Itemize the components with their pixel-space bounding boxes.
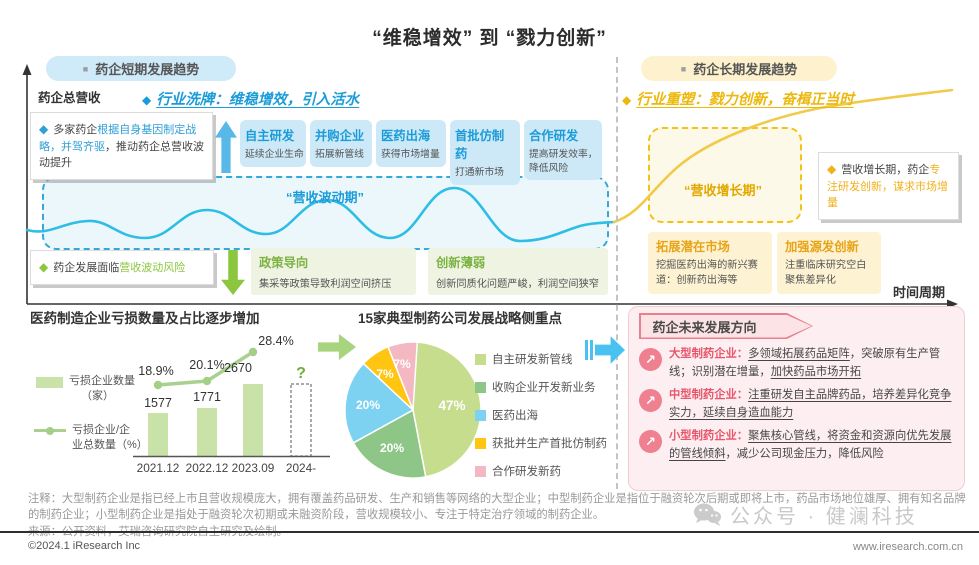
revenue-growth-zone [648,127,802,223]
svg-text:1771: 1771 [193,390,221,404]
website: www.iresearch.com.cn [852,541,963,553]
svg-text:20.1%: 20.1% [189,358,224,372]
growth-zone-label: “营收增长期” [683,183,762,198]
wechat-icon [694,503,721,526]
strategy-pie-chart: 47% 20% 20% 7% 7% [344,341,482,479]
watermark: 公众号 · 健澜科技 [692,500,918,529]
pie-chart-title: 15家典型制药公司发展战略侧重点 [358,311,563,326]
svg-text:47%: 47% [438,398,465,413]
long-term-badge: ■ 药企长期发展趋势 [641,56,837,81]
wave-zone-label: “营收波动期” [285,190,364,205]
pie-legend-item: 收购企业开发新业务 [475,379,607,395]
svg-text:2024-: 2024- [286,461,316,475]
launch-arrow-icon: ↗ [639,430,662,453]
strategy-box: 合作研发 提高研发效率，降低风险 [524,120,602,181]
driver-note-card: ◆ 多家药企根据自身基因制定战略，并驾齐驱，推动药企总营收波动提升 [30,112,213,180]
strategy-box: 并购企业 拓展新管线 [310,120,372,167]
strategy-box: 医药出海 获得市场增量 [376,120,446,167]
diamond-icon: ◆ [142,93,152,107]
note-line: 注释：大型制药企业是指已经上市且营收规模庞大，拥有覆盖药品研发、生产和销售等网络… [28,493,966,522]
svg-text:18.9%: 18.9% [138,364,173,378]
future-item-mid-pharma: ↗ 中型制药企业：注重研发自主品牌药品，培养差异化竞争实力，延续自身造血能力 [637,384,956,425]
growth-note-card: ◆ 营收增长期，药企专注研发创新，谋求市场增量 [818,152,959,220]
svg-text:7%: 7% [376,367,394,381]
square-bullet-icon: ■ [82,63,89,74]
y-axis-label: 药企总营收 [38,91,101,105]
launch-arrow-icon: ↗ [639,389,662,412]
square-bullet-icon: ■ [680,63,687,74]
long-term-badge-label: 药企长期发展趋势 [693,62,798,77]
blue-right-arrow-icon [585,335,625,365]
legend-swatch-icon [475,409,486,421]
pie-legend-item: 获批并生产首批仿制药 [475,435,607,451]
loss-bar-chart: 18.9% 20.1% 28.4% 1577 1771 2670 ? 2021.… [133,334,330,475]
svg-text:2021.12: 2021.12 [137,461,180,475]
action-box: 加强源发创新 注重临床研究空白 聚焦差异化 [777,232,881,294]
launch-arrow-icon: ↗ [639,348,662,371]
legend-swatch-icon [475,465,486,477]
svg-text:2670: 2670 [224,361,252,375]
pie-legend-item: 医药出海 [475,407,607,423]
section-divider [616,57,618,489]
copyright: ©2024.1 iResearch Inc [28,540,141,552]
future-item-large-pharma: ↗ 大型制药企业：多领域拓展药品矩阵，突破原有生产管线；识别潜在增量，加快药品市… [637,343,956,384]
action-box: 拓展潜在市场 挖掘医药出海的新兴赛道：创新药出海等 [648,232,772,294]
legend-bar-series: 亏损企业数量 （家） [36,374,135,404]
footer-rule [0,531,979,533]
bars-group [148,347,312,457]
legend-swatch-icon [475,353,486,365]
diamond-icon: ◆ [622,93,632,107]
footer-notes: 注释：大型制药企业是指已经上市且营收规模庞大，拥有覆盖药品研发、生产和销售等网络… [28,491,966,540]
pie-legend-item: 合作研发新药 [475,463,607,479]
x-axis-label: 时间周期 [893,285,946,300]
pie-slices-group [344,341,482,479]
risk-note-card: ◆ 药企发展面临营收波动风险 [30,250,214,285]
future-item-small-pharma: ↗ 小型制药企业：聚焦核心管线，将资金和资源向优先发展的管线倾斜，减少公司现金压… [637,425,956,466]
diamond-icon: ◆ [827,162,837,176]
line-swatch-icon [34,423,66,437]
bar-swatch-icon [36,377,63,388]
svg-text:20%: 20% [356,398,380,412]
diamond-icon: ◆ [39,122,49,136]
unknown-value-question-mark: ? [296,365,306,382]
svg-text:28.4%: 28.4% [258,334,293,348]
svg-text:2023.09: 2023.09 [232,461,275,475]
future-banner: 药企未来发展方向 [639,313,813,339]
risk-box: 创新薄弱 创新同质化问题严峻，利润空间狭窄 [428,248,608,295]
down-arrow-icon [221,250,245,295]
legend-swatch-icon [475,437,486,449]
page-title: “维稳增效” 到 “戮力创新” [372,28,607,49]
svg-text:1577: 1577 [144,396,172,410]
legend-line-series: 亏损企业/企 业总数量（%） [34,423,148,453]
pie-legend: 自主研发新管线 收购企业开发新业务 医药出海 获批并生产首批仿制药 合作研发新药 [475,351,607,491]
svg-text:7%: 7% [393,357,411,371]
long-term-heading: ◆ 行业重塑：戮力创新，奋楫正当时 [622,92,854,108]
short-term-badge-label: 药企短期发展趋势 [95,62,200,77]
pie-legend-item: 自主研发新管线 [475,351,607,367]
svg-text:2022.12: 2022.12 [186,461,229,475]
loss-chart-title: 医药制造企业亏损数量及占比逐步增加 [30,311,260,326]
svg-text:20%: 20% [380,441,404,455]
diamond-icon: ◆ [39,260,49,274]
short-term-heading: ◆ 行业洗牌：维稳增效，引入活水 [142,92,360,108]
strategy-box: 自主研发 延续企业生命 [240,120,306,167]
legend-swatch-icon [475,381,486,393]
y-axis-arrowhead [22,64,32,75]
strategy-box: 首批仿制药 打通新市场 [450,120,520,185]
risk-box: 政策导向 集采等政策导致利润空间挤压 [251,248,416,295]
future-directions-panel: 药企未来发展方向 ↗ 大型制药企业：多领域拓展药品矩阵，突破原有生产管线；识别潜… [628,306,965,491]
short-term-badge: ■ 药企短期发展趋势 [46,56,236,81]
up-arrow-icon [215,121,237,173]
